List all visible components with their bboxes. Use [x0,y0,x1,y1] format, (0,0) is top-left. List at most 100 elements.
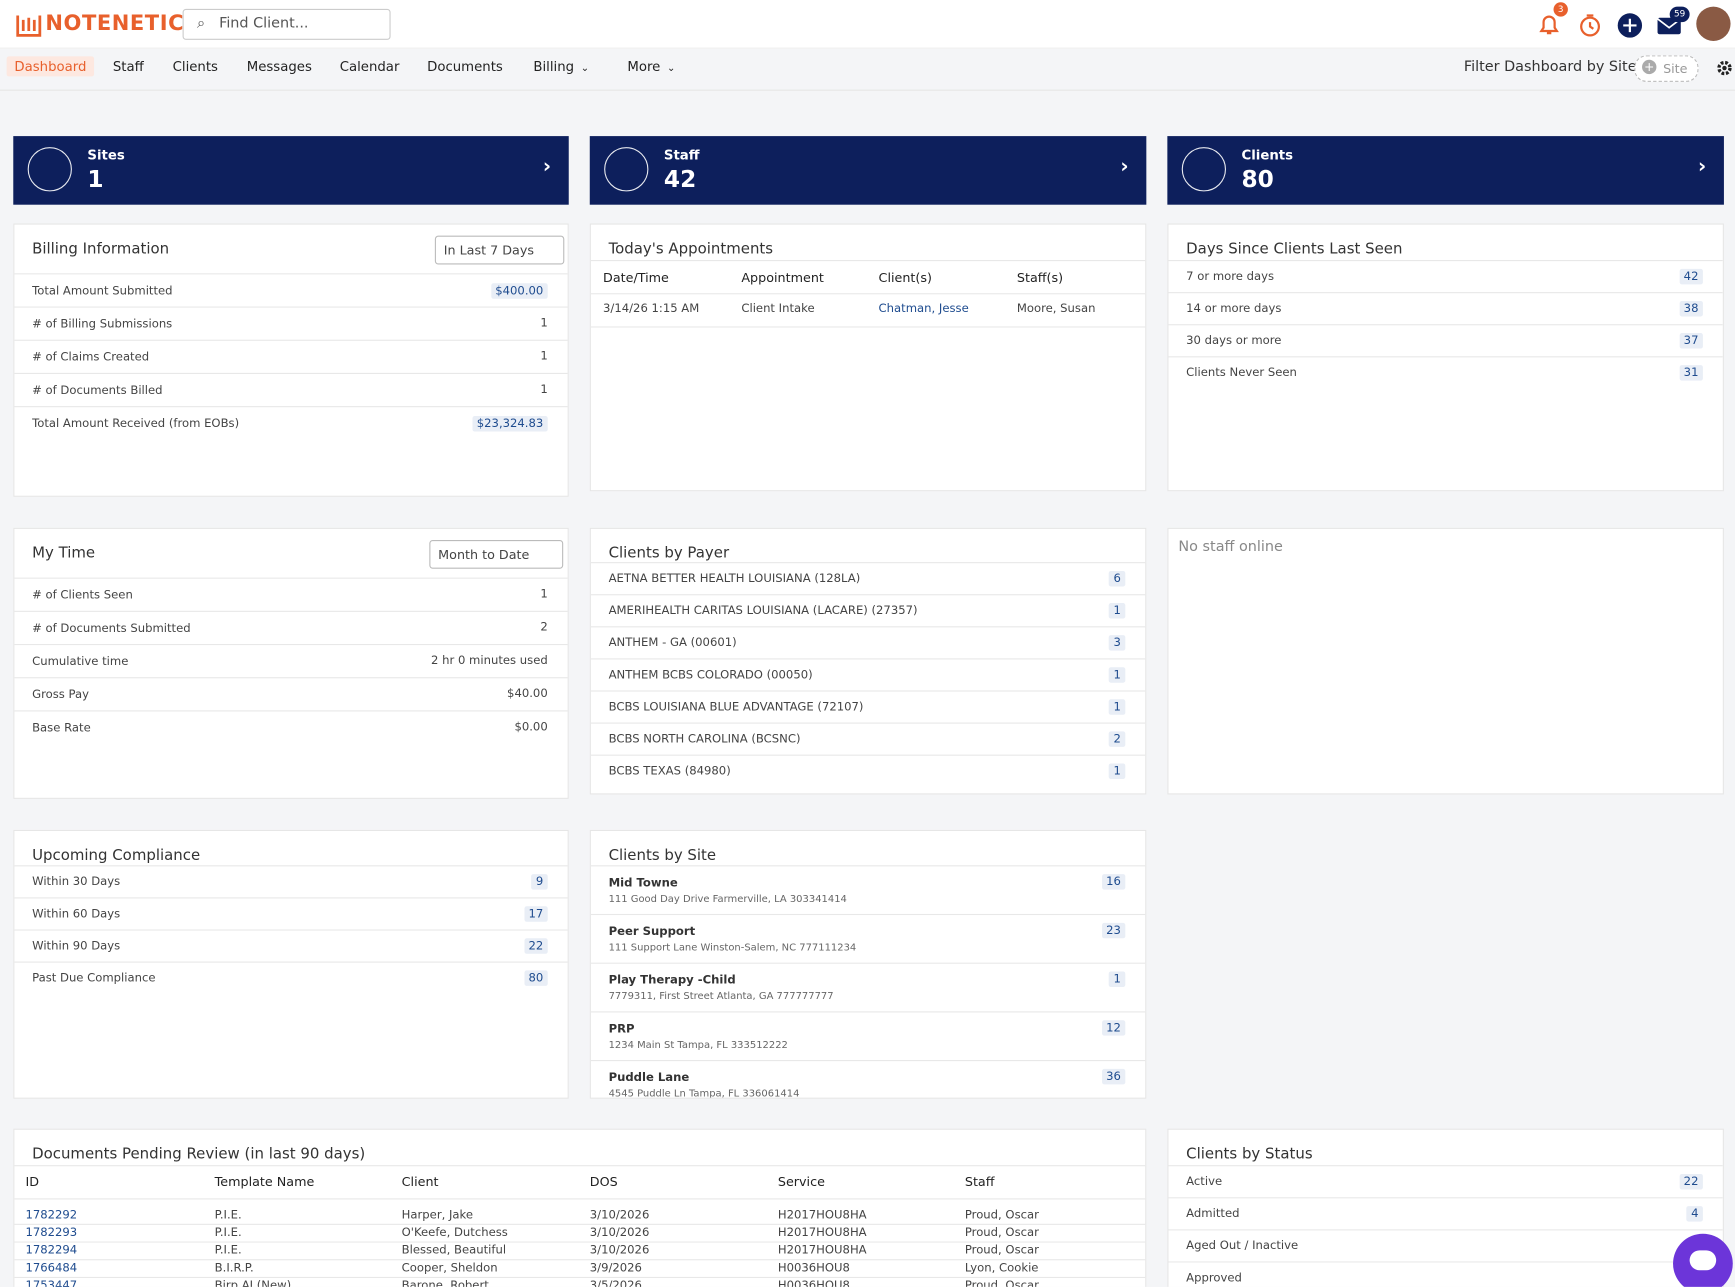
row-label: # of Documents Billed [32,383,163,397]
row-value: 1 [1109,699,1126,715]
clients-by-site-panel: Clients by Site Mid Towne 111 Good Day Dri… [589,829,1147,1099]
table-cell[interactable]: 1782293 [25,1226,78,1240]
nav-item[interactable]: Billing ⌄ [533,58,590,75]
search-placeholder: Find Client... [219,15,309,33]
row-label: Within 30 Days [32,875,121,889]
logo: NOTENETIC [45,11,185,36]
table-cell: Lyon, Cookie [964,1261,1039,1275]
table-cell: Barone, Robert [401,1279,489,1287]
row-label: Total Amount Received (from EOBs) [32,416,240,430]
list-row: Aged Out / Inactive [1168,1229,1723,1261]
row-value: 31 [1679,365,1703,381]
row-value: 1 [1109,603,1126,619]
list-row: # of Clients Seen 1 [14,577,568,611]
table-cell: Proud, Oscar [964,1243,1039,1257]
site-row: Play Therapy -Child 7779311, First Street… [590,962,1146,1012]
nav-item[interactable]: Clients [172,58,218,75]
nav-item[interactable]: Staff [112,58,144,75]
notification-icon[interactable] [1536,11,1563,38]
list-row: # of Documents Billed 1 [14,372,568,406]
table-cell: P.I.E. [214,1208,242,1222]
card-arrow: › [542,154,552,179]
table-cell: Client Intake [741,302,815,316]
row-value: $40.00 [507,686,548,700]
panel-title: My Time [32,544,96,563]
summary-card[interactable]: Staff 42 › [589,136,1147,205]
nav-item[interactable]: Messages [246,58,312,75]
timer-icon[interactable] [1577,12,1604,39]
nav-item[interactable]: More ⌄ [627,58,676,75]
row-value: 1 [1109,763,1126,779]
list-row: AMERIHEALTH CARITAS LOUISIANA (LACARE) (… [590,594,1146,626]
row-label: BCBS LOUISIANA BLUE ADVANTAGE (72107) [608,700,864,714]
table-cell: H2017HOU8HA [777,1208,867,1222]
table-cell: 3/10/2026 [589,1243,650,1257]
site-count: 23 [1101,922,1126,939]
search-box[interactable]: ⌕ Find Client... [182,8,391,40]
list-row: # of Claims Created 1 [14,339,568,373]
row-value: 22 [1679,1173,1703,1190]
summary-card[interactable]: Sites 1 › [13,136,569,205]
table-cell: O'Keefe, Dutchess [401,1226,508,1240]
settings-icon[interactable] [1715,59,1734,78]
list-row: BCBS TEXAS (84980) 1 [590,754,1146,787]
table-divider [590,326,1146,328]
list-row: Approved [1168,1261,1723,1286]
table-cell[interactable]: 1782294 [25,1243,78,1257]
column-header: Staff [964,1173,995,1190]
avatar[interactable] [1696,6,1731,41]
logo-icon [16,15,42,37]
row-label: 30 days or more [1186,334,1282,348]
table-cell[interactable]: 1766484 [25,1261,78,1275]
row-value: 38 [1679,300,1703,317]
card-label: Sites [87,147,125,163]
site-address: 111 Support Lane Winston-Salem, NC 77711… [608,942,857,954]
nav-item[interactable]: Calendar [339,58,400,75]
table-cell: 3/10/2026 [589,1208,650,1222]
list-row: AETNA BETTER HEALTH LOUISIANA (128LA) 6 [590,562,1146,594]
table-cell: 3/9/2026 [589,1261,642,1275]
list-row: Base Rate $0.00 [14,710,568,743]
table-cell: Proud, Oscar [964,1208,1039,1222]
table-cell: P.I.E. [214,1226,242,1240]
nav-item[interactable]: Documents [427,58,503,75]
table-cell: Birp AI (New) [214,1279,292,1287]
mail-badge: 59 [1669,6,1690,23]
row-value: 2 [540,620,548,634]
list-row: 7 or more days 42 [1168,260,1723,292]
site-name: Puddle Lane [608,1071,690,1085]
summary-card[interactable]: Clients 80 › [1167,136,1724,205]
row-value: 4 [1686,1206,1703,1222]
row-value: 42 [1679,268,1703,285]
table-cell[interactable]: Chatman, Jesse [878,302,969,316]
table-cell: Harper, Jake [401,1208,473,1222]
chat-button[interactable] [1673,1233,1733,1287]
add-button[interactable] [1617,12,1644,39]
panel-title: Billing Information [32,240,170,258]
table-cell[interactable]: 1753447 [25,1279,78,1287]
table-divider [14,1241,1146,1243]
table-cell: Proud, Oscar [964,1226,1039,1240]
billing-panel: Billing Information In Last 7 Days Total A… [13,223,569,497]
card-icon [27,147,72,192]
site-filter-button[interactable]: + Site [1634,55,1699,82]
date-range-select[interactable]: In Last 7 Days [434,235,565,265]
panel-title: Clients by Site [608,846,717,865]
date-range-select[interactable]: Month to Date [429,539,564,569]
site-row: Peer Support 111 Support Lane Winston-Sal… [590,913,1146,963]
list-row: Clients Never Seen 31 [1168,356,1723,388]
clients-by-status-panel: Clients by Status Active 22 Admitted 4 Aged O… [1167,1128,1724,1287]
nav-item[interactable]: Dashboard [6,56,95,77]
table-cell[interactable]: 1782292 [25,1208,78,1222]
site-name: PRP [608,1022,635,1036]
site-row: Mid Towne 111 Good Day Drive Farmerville,… [590,865,1146,914]
row-label: Cumulative time [32,654,129,668]
site-address: 4545 Puddle Ln Tampa, FL 336061414 [608,1088,800,1099]
row-value: 2 hr 0 minutes used [431,653,548,667]
row-label: # of Claims Created [32,350,150,364]
table-cell: H0036HOU8 [777,1261,850,1275]
row-label: BCBS TEXAS (84980) [608,764,731,778]
row-value: 22 [524,938,548,954]
row-value: 2 [1109,731,1126,747]
